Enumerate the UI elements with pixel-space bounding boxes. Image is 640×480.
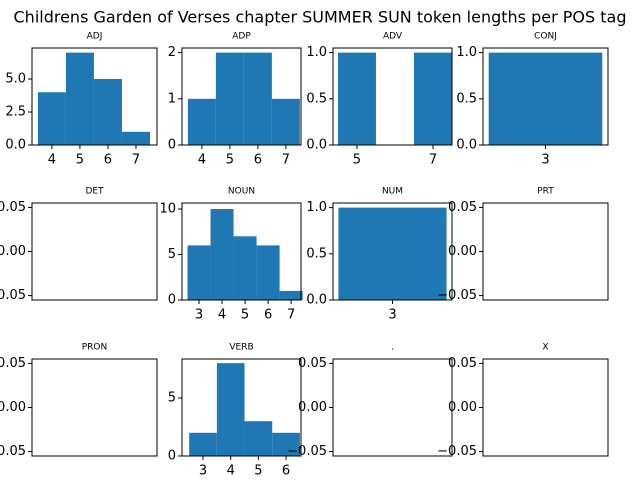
x-tick-label: 7: [287, 308, 295, 323]
bar: [488, 52, 603, 145]
bar: [279, 290, 303, 300]
subplot-title: PRT: [537, 187, 554, 197]
y-tick-label: −0.05: [0, 444, 26, 459]
bar: [243, 52, 272, 145]
y-tick-label: 5: [168, 247, 176, 262]
y-tick-label: 0.05: [0, 356, 26, 371]
y-tick-label: 0.00: [298, 400, 327, 415]
y-tick-label: 0.05: [0, 200, 26, 215]
bar: [256, 245, 280, 300]
bar: [187, 98, 216, 145]
bar: [187, 245, 211, 300]
x-tick-label: 5: [353, 153, 361, 168]
x-tick-label: 3: [195, 308, 203, 323]
x-tick-label: 3: [199, 464, 207, 479]
y-tick-label: 0.05: [448, 200, 477, 215]
x-tick-label: 6: [282, 464, 290, 479]
y-tick-label: 0.00: [448, 400, 477, 415]
subplot-title: VERB: [229, 343, 253, 353]
x-tick-label: 7: [132, 153, 140, 168]
x-tick-label: 3: [541, 153, 549, 168]
y-tick-label: 2: [168, 45, 176, 60]
subplot-title: ADP: [232, 32, 251, 42]
subplot-title: DET: [85, 187, 104, 197]
axes-frame: [181, 47, 302, 146]
bar: [215, 52, 244, 145]
bar: [37, 92, 66, 145]
bar: [244, 421, 273, 456]
axes-frame: [31, 47, 158, 146]
x-tick-label: 5: [76, 153, 84, 168]
subplot-title: ADJ: [87, 32, 103, 42]
bar: [216, 363, 245, 456]
y-tick-label: 0.00: [448, 244, 477, 259]
y-tick-label: 0.0: [306, 138, 327, 153]
y-tick-label: −0.05: [0, 288, 26, 303]
subplot-title: ADV: [383, 32, 403, 42]
y-tick-label: 0.05: [448, 356, 477, 371]
subplot-title: NUM: [382, 187, 403, 197]
x-tick-label: 6: [264, 308, 272, 323]
y-tick-label: 10: [159, 202, 176, 217]
x-tick-label: 5: [226, 153, 234, 168]
y-tick-label: 0: [168, 293, 176, 308]
bar: [121, 131, 150, 145]
axes-frame: [181, 202, 302, 301]
x-tick-label: 4: [48, 153, 56, 168]
subplot-title: PRON: [82, 343, 108, 353]
figure-title: Childrens Garden of Verses chapter SUMME…: [14, 8, 627, 27]
x-tick-label: 5: [241, 308, 249, 323]
y-tick-label: 1.0: [306, 200, 327, 215]
bar: [93, 79, 122, 145]
axes-frame: [332, 47, 453, 146]
y-tick-label: 1: [168, 91, 176, 106]
y-tick-label: 2.5: [5, 105, 26, 120]
bar: [413, 52, 452, 145]
bar: [337, 52, 376, 145]
subplot-title: NOUN: [228, 187, 255, 197]
y-tick-label: 0.00: [0, 400, 26, 415]
bar: [210, 209, 234, 300]
y-tick-label: −0.05: [287, 444, 327, 459]
y-tick-label: 0.0: [456, 138, 477, 153]
y-tick-label: 0: [168, 138, 176, 153]
subplot-title: .: [391, 343, 394, 353]
bar: [338, 207, 447, 300]
x-tick-label: 5: [254, 464, 262, 479]
x-tick-label: 4: [198, 153, 206, 168]
bar: [271, 98, 300, 145]
y-tick-label: 0.0: [306, 293, 327, 308]
y-tick-label: 5: [168, 390, 176, 405]
bar: [189, 432, 217, 456]
subplot-title: X: [542, 343, 548, 353]
x-tick-label: 7: [429, 153, 437, 168]
y-tick-label: 0.5: [306, 246, 327, 261]
y-tick-label: 0.0: [5, 138, 26, 153]
x-tick-label: 4: [227, 464, 235, 479]
axes-frame: [181, 358, 302, 457]
y-tick-label: 1.0: [306, 45, 327, 60]
y-tick-label: 1.0: [456, 45, 477, 60]
y-tick-label: −0.05: [437, 444, 477, 459]
x-tick-label: 6: [254, 153, 262, 168]
y-tick-label: 0.5: [306, 91, 327, 106]
x-tick-label: 3: [388, 308, 396, 323]
y-tick-label: 5.0: [5, 72, 26, 87]
x-tick-label: 4: [218, 308, 226, 323]
y-tick-label: 0.5: [456, 91, 477, 106]
bar: [233, 236, 257, 300]
subplot-title: CONJ: [534, 32, 557, 42]
y-tick-label: −0.05: [437, 288, 477, 303]
x-tick-label: 7: [282, 153, 290, 168]
bar: [65, 52, 94, 145]
y-tick-label: 0.00: [0, 244, 26, 259]
x-tick-label: 6: [104, 153, 112, 168]
y-tick-label: 0.05: [298, 356, 327, 371]
bar: [272, 432, 300, 456]
y-tick-label: 0: [168, 449, 176, 464]
